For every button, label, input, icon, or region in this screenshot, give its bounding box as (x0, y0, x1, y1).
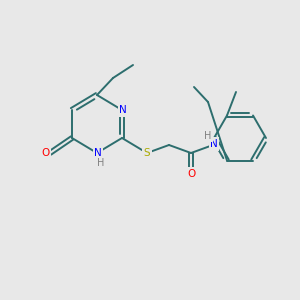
Text: O: O (41, 148, 49, 158)
Text: S: S (144, 148, 150, 158)
Text: N: N (94, 148, 102, 158)
Text: N: N (210, 139, 218, 149)
Text: H: H (204, 131, 212, 141)
Text: O: O (187, 169, 195, 179)
Text: H: H (97, 158, 105, 168)
Text: N: N (119, 105, 127, 115)
